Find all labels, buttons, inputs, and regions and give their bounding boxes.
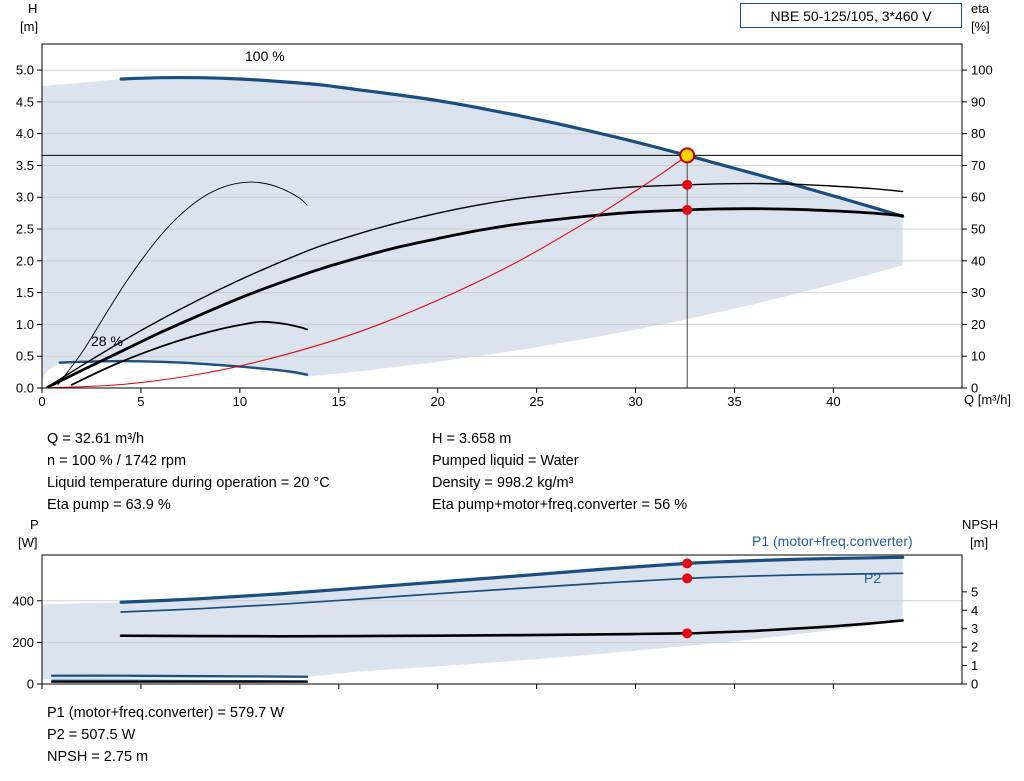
info-q: Q = 32.61 m³/h <box>47 431 145 447</box>
operating-envelope <box>42 557 903 680</box>
info-h: H = 3.658 m <box>432 431 512 447</box>
p1-curve-curve <box>119 555 905 604</box>
tick-label: 4.0 <box>16 126 34 141</box>
tick-label: 3.5 <box>16 158 34 173</box>
power-info-block: P1 (motor+freq.converter) = 579.7 W P2 =… <box>47 702 284 768</box>
tick-label: 100 <box>971 63 993 78</box>
tick-label: 4.5 <box>16 94 34 109</box>
info-p2: P2 = 507.5 W <box>47 727 136 743</box>
eta-hump-curve <box>57 181 308 386</box>
p1-min-speed-curve <box>50 674 309 678</box>
head-left-axis-unit: [m] <box>20 19 39 34</box>
tick-label: 2 <box>971 640 978 655</box>
tick-label: 80 <box>971 126 985 141</box>
tick-label: 0 <box>971 381 978 396</box>
eta-pump-curve <box>47 182 904 388</box>
tick-label: 0 <box>38 394 45 409</box>
speed-100-label: 100 % <box>245 48 285 64</box>
info-density: Density = 998.2 kg/m³ <box>432 475 574 491</box>
tick-label: 1.5 <box>16 285 34 300</box>
operating-envelope <box>42 77 903 379</box>
tick-label: 2.0 <box>16 253 34 268</box>
speed-28-label: 28 % <box>91 333 123 349</box>
tick-label: 20 <box>971 317 985 332</box>
tick-label: 400 <box>12 593 34 608</box>
qh-28pct-curve <box>58 359 309 376</box>
power-left-axis-title: P <box>30 517 39 532</box>
p2-curve-label: P2 <box>864 570 882 586</box>
tick-label: 1 <box>971 658 978 673</box>
eta-total-point <box>682 204 693 215</box>
tick-label: 10 <box>233 394 247 409</box>
npsh-curve-curve <box>119 619 904 638</box>
qh-100pct-curve <box>119 75 905 218</box>
tick-label: 200 <box>12 635 34 650</box>
pump-title-box: NBE 50-125/105, 3*460 V <box>740 3 962 28</box>
aux-hump-curve <box>70 320 309 386</box>
info-liquid: Pumped liquid = Water <box>432 453 579 469</box>
tick-label: 60 <box>971 190 985 205</box>
info-n: n = 100 % / 1742 rpm <box>47 453 187 469</box>
tick-label: 30 <box>628 394 642 409</box>
tick-label: 0.5 <box>16 349 34 364</box>
info-eta-pump: Eta pump = 63.9 % <box>47 497 171 513</box>
control-curve-curve <box>41 154 688 389</box>
tick-label: 40 <box>826 394 840 409</box>
head-right-axis-unit: [%] <box>971 19 990 34</box>
tick-label: 70 <box>971 158 985 173</box>
tick-label: 90 <box>971 94 985 109</box>
tick-label: 20 <box>430 394 444 409</box>
power-left-axis-unit: [W] <box>18 535 38 550</box>
plot-frame <box>41 554 963 685</box>
pump-title: NBE 50-125/105, 3*460 V <box>770 7 932 24</box>
tick-label: 15 <box>332 394 346 409</box>
tick-label: 5 <box>971 584 978 599</box>
tick-label: 1.0 <box>16 317 34 332</box>
info-p1: P1 (motor+freq.converter) = 579.7 W <box>47 705 284 721</box>
info-temp: Liquid temperature during operation = 20… <box>47 475 330 491</box>
tick-label: 2.5 <box>16 222 34 237</box>
tick-label: 30 <box>971 285 985 300</box>
tick-label: 5 <box>137 394 144 409</box>
head-x-axis-title: Q [m³/h] <box>964 392 1011 407</box>
head-chart: 0.0 0.5 1.0 1.5 2.0 2.5 3.0 3.5 4.0 4.5 5.0 0 10 20 30… <box>16 43 993 409</box>
info-eta-total: Eta pump+motor+freq.converter = 56 % <box>432 497 688 513</box>
power-right-axis-unit: [m] <box>970 535 989 550</box>
p2-curve-curve <box>120 572 904 613</box>
npsh-point <box>682 628 693 639</box>
p2-min-speed-curve <box>51 679 308 682</box>
head-right-axis-title: eta <box>971 1 990 16</box>
power-right-axis-title: NPSH <box>962 517 999 532</box>
duty-info-left-column: Q = 32.61 m³/h n = 100 % / 1742 rpm Liqu… <box>47 428 330 516</box>
eta-pump-motor-freq-curve <box>46 207 905 389</box>
tick-label: 50 <box>971 222 985 237</box>
plot-frame <box>41 43 963 389</box>
tick-label: 4 <box>971 603 978 618</box>
head-left-axis-title: H <box>28 1 38 16</box>
duty-point <box>679 147 696 164</box>
p2-point <box>682 573 693 584</box>
tick-label: 0 <box>971 677 978 692</box>
tick-label: 5.0 <box>16 63 34 78</box>
tick-label: 10 <box>971 349 985 364</box>
power-chart: 0 200 400 0 1 2 3 4 5 <box>12 554 978 692</box>
info-npsh: NPSH = 2.75 m <box>47 749 149 765</box>
tick-label: 0.0 <box>16 381 34 396</box>
p1-curve-label: P1 (motor+freq.converter) <box>752 533 913 549</box>
tick-label: 35 <box>727 394 741 409</box>
p1-point <box>682 558 693 569</box>
duty-info-right-column: H = 3.658 m Pumped liquid = Water Densit… <box>432 428 687 516</box>
tick-label: 0 <box>27 677 34 692</box>
eta-pump-point <box>682 179 693 190</box>
tick-label: 3 <box>971 621 978 636</box>
tick-label: 3.0 <box>16 190 34 205</box>
tick-label: 40 <box>971 253 985 268</box>
tick-label: 25 <box>529 394 543 409</box>
